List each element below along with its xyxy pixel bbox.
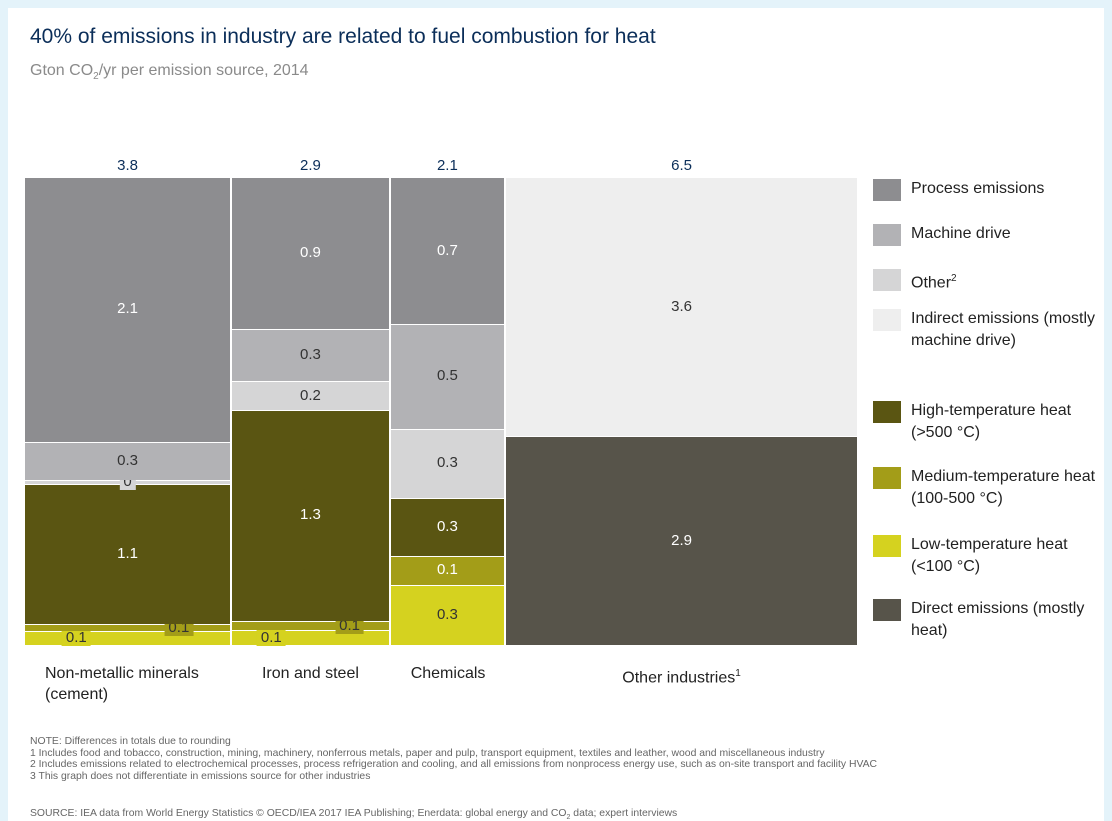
data-label: 0.2 <box>299 386 321 404</box>
x-tick-label: Other industries1 <box>526 663 837 688</box>
segment <box>390 555 505 585</box>
data-label: 0.1 <box>256 629 286 646</box>
legend-footnote: 2 <box>951 273 957 284</box>
segment <box>232 630 389 645</box>
legend-text: Low-temperature heat (<100 °C) <box>911 536 1068 575</box>
source-text: data; expert interviews <box>570 808 678 819</box>
segment <box>25 631 231 645</box>
segment <box>25 623 231 632</box>
segment <box>506 436 857 645</box>
data-label: 1.3 <box>299 506 321 524</box>
data-label: 0.3 <box>117 452 138 470</box>
chart-subtitle: Gton CO2/yr per emission source, 2014 <box>30 62 309 82</box>
category-name: Other industries <box>622 669 736 687</box>
data-label: 0.3 <box>436 454 458 472</box>
legend-entry: Process emissions <box>911 178 1101 200</box>
segment <box>390 497 505 556</box>
legend-entry: High-temperature heat (>500 °C) <box>911 400 1101 444</box>
column-total: 2.1 <box>436 157 458 174</box>
legend-entry: Machine drive <box>911 223 1101 245</box>
x-tick-label: Chemicals <box>411 663 486 684</box>
legend-text: Direct emissions (mostly heat) <box>911 600 1085 639</box>
legend-text: Machine drive <box>911 225 1011 242</box>
segment <box>25 177 231 442</box>
legend-text: Process emissions <box>911 180 1045 197</box>
data-label: 0.3 <box>299 346 321 364</box>
segment <box>232 177 389 330</box>
column-total: 2.9 <box>299 157 321 174</box>
data-label: 0.7 <box>436 241 458 259</box>
legend-swatch <box>873 535 901 557</box>
subtitle-text: /yr per emission source, 2014 <box>98 62 309 79</box>
legend-entry: Low-temperature heat (<100 °C) <box>911 534 1101 578</box>
source-text: SOURCE: IEA data from World Energy Stati… <box>30 808 567 819</box>
data-label: 0.1 <box>335 617 364 634</box>
category-text: Non-metallic minerals (cement) <box>45 663 210 705</box>
category-text: Iron and steel <box>262 663 359 684</box>
category-text: Chemicals <box>411 663 486 684</box>
category-name: Iron and steel <box>261 665 359 682</box>
source: SOURCE: IEA data from World Energy Stati… <box>30 808 677 821</box>
segment <box>390 324 505 429</box>
column-total: 3.8 <box>117 157 138 174</box>
data-label: 0.1 <box>61 630 91 647</box>
legend-swatch <box>873 179 901 201</box>
legend-text: High-temperature heat (>500 °C) <box>911 402 1072 441</box>
segment <box>390 428 505 498</box>
footnote: 2 Includes emissions related to electroc… <box>30 759 878 770</box>
x-tick-label: Non-metallic minerals (cement) <box>45 663 210 705</box>
legend-swatch <box>873 269 901 291</box>
subtitle-sub: 2 <box>93 71 99 83</box>
category-text: Other industries1 <box>622 663 741 688</box>
source-sub: 2 <box>566 814 571 821</box>
data-label: 0.1 <box>436 561 458 579</box>
legend-text: Medium-temperature heat (100-500 °C) <box>911 468 1096 507</box>
legend-entry: Other2 <box>911 268 1101 294</box>
subtitle-text: Gton CO <box>30 62 94 79</box>
segment <box>25 441 231 481</box>
legend-entry: Indirect emissions (mostly machine drive… <box>911 308 1101 352</box>
column-total: 6.5 <box>671 157 692 174</box>
segment <box>25 484 231 624</box>
data-label: 2.9 <box>671 531 692 549</box>
segment <box>232 381 389 411</box>
data-label: 3.6 <box>671 297 692 315</box>
legend-entry: Medium-temperature heat (100-500 °C) <box>911 466 1101 510</box>
segment <box>232 410 389 621</box>
legend-swatch <box>873 599 901 621</box>
category-footnote: 1 <box>735 668 741 679</box>
footnote: 1 Includes food and tobacco, constructio… <box>30 747 825 759</box>
legend-entry: Direct emissions (mostly heat) <box>911 598 1101 642</box>
legend-swatch <box>873 401 901 423</box>
legend-swatch <box>873 224 901 246</box>
category-name: Non-metallic minerals (cement) <box>45 665 199 703</box>
segment <box>506 177 857 437</box>
chart-title: 40% of emissions in industry are related… <box>30 25 656 48</box>
data-label: 0.9 <box>299 244 321 262</box>
x-tick-label: Iron and steel <box>252 663 369 684</box>
data-label: 1.1 <box>117 545 138 562</box>
data-label: 0.3 <box>436 605 458 623</box>
legend-text: Other <box>911 274 952 292</box>
segment <box>232 329 389 382</box>
legend-text: Indirect emissions (mostly machine drive… <box>911 310 1096 349</box>
footnote: NOTE: Differences in totals due to round… <box>30 736 231 747</box>
data-label: 2.1 <box>117 300 138 318</box>
data-label: 0.3 <box>436 517 458 535</box>
category-name: Chemicals <box>410 665 486 682</box>
data-label: 0.5 <box>436 367 458 385</box>
segment <box>390 584 505 645</box>
segment <box>232 620 389 631</box>
legend-swatch <box>873 467 901 489</box>
legend-swatch <box>873 309 901 331</box>
segment <box>390 177 505 325</box>
footnote: 3 This graph does not differentiate in e… <box>30 770 371 782</box>
